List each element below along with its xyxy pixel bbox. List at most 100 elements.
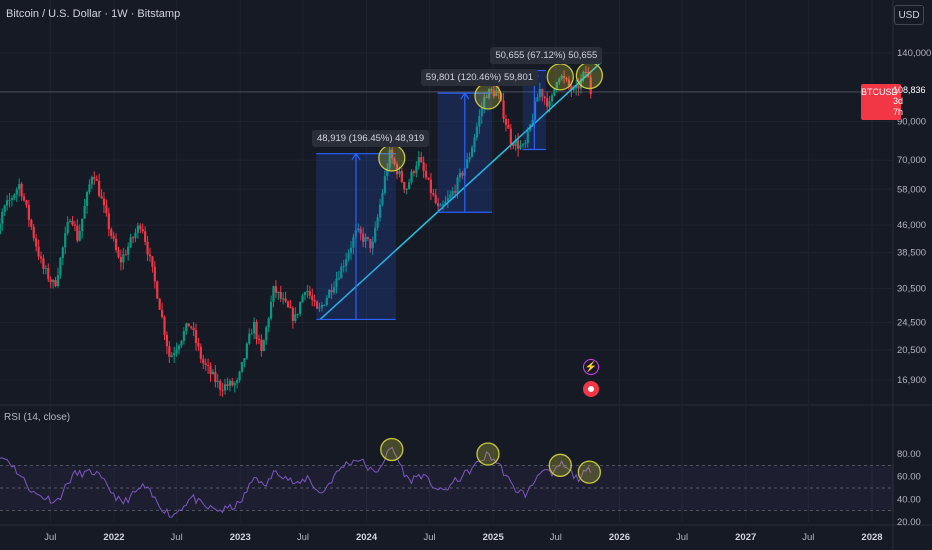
candle-body [134, 232, 137, 239]
candle-body [49, 279, 52, 283]
time-tick-label: 2028 [861, 532, 882, 543]
candle-body [127, 246, 130, 255]
candle-body [301, 295, 304, 303]
candle-body [0, 223, 1, 235]
candle-body [473, 137, 476, 148]
candle-body [332, 287, 336, 293]
candle-body [37, 246, 40, 257]
candle-body [492, 90, 495, 97]
candle-body [371, 241, 374, 249]
candle-body [291, 308, 294, 322]
candle-body [374, 227, 377, 242]
candle-body [3, 205, 6, 212]
candle-body [470, 147, 474, 157]
candle-body [495, 90, 498, 97]
candle-body [567, 79, 571, 86]
candle-body [236, 380, 239, 384]
candle-body [589, 77, 592, 95]
flag-icon[interactable] [583, 381, 599, 397]
candle-body [468, 156, 471, 160]
candle-body [1, 211, 4, 224]
candle-body [381, 192, 384, 205]
candle-body [22, 196, 26, 201]
candle-body [25, 200, 28, 205]
candle-body [110, 229, 113, 236]
time-tick-label: Jul [423, 532, 435, 543]
candle-body [303, 292, 307, 296]
price-tick-label: 16,900 [897, 375, 926, 386]
candle-body [345, 259, 348, 266]
candle-body [458, 172, 462, 178]
candle-body [177, 345, 181, 350]
candle-body [173, 352, 176, 356]
candle-body [117, 249, 120, 258]
price-tag-symbol: BTCUSD [861, 87, 899, 97]
candle-body [323, 304, 326, 306]
candle-body [146, 241, 149, 255]
candle-body [521, 144, 525, 146]
candle-body [139, 225, 142, 229]
candle-body [318, 307, 321, 309]
candle-body [446, 197, 449, 202]
candle-body [315, 301, 319, 309]
time-tick-label: 2022 [103, 532, 124, 543]
candle-body [480, 108, 483, 116]
candle-body [478, 115, 481, 127]
candle-body [541, 89, 544, 97]
candle-body [369, 239, 372, 249]
currency-button[interactable]: USD [894, 5, 924, 25]
candle-body [85, 192, 89, 206]
candle-body [570, 85, 573, 91]
candle-body [192, 327, 195, 331]
candle-body [32, 226, 35, 239]
candle-body [579, 78, 583, 89]
rsi-tick-label: 40.00 [897, 494, 921, 505]
highlight-circle [575, 61, 604, 90]
candle-body [13, 194, 16, 199]
time-tick-label: Jul [44, 532, 56, 543]
candle-body [98, 180, 101, 197]
time-tick-label: 2027 [735, 532, 756, 543]
candle-body [582, 71, 585, 79]
measure-label-2: 59,801 (120.46%) 59,801 [420, 69, 539, 87]
candle-body [577, 85, 580, 89]
candle-body [441, 204, 445, 206]
candle-body [44, 268, 47, 270]
candle-body [238, 371, 241, 381]
rsi-title[interactable]: RSI (14, close) [4, 412, 71, 423]
candle-body [272, 286, 275, 302]
candle-body [526, 130, 529, 144]
candle-body [386, 167, 389, 177]
candle-body [289, 306, 292, 309]
candle-body [136, 225, 139, 233]
candle-body [27, 204, 30, 220]
candle-body [250, 333, 253, 335]
candle-body [124, 254, 127, 256]
candle-body [216, 381, 219, 383]
candle-body [558, 78, 561, 83]
candle-body [388, 149, 391, 168]
candle-body [439, 205, 442, 207]
candle-body [400, 171, 403, 183]
price-tag-countdown: 3d 7h [893, 96, 904, 117]
candle-body [153, 266, 156, 282]
candle-body [562, 75, 566, 79]
candle-body [194, 330, 198, 343]
candle-body [61, 247, 64, 259]
candle-body [112, 235, 115, 239]
candle-body [555, 82, 558, 89]
candle-body [156, 281, 159, 299]
candle-body [168, 346, 171, 357]
candle-body [233, 383, 236, 386]
candle-body [102, 198, 106, 206]
candle-body [294, 314, 297, 322]
candle-body [269, 301, 273, 319]
candle-body [378, 204, 382, 218]
candle-body [223, 384, 227, 391]
time-tick-label: 2025 [483, 532, 505, 543]
price-tag-value: 108,836 [893, 85, 926, 95]
candle-body [226, 384, 229, 386]
lightning-icon[interactable]: ⚡ [583, 359, 599, 375]
candle-body [151, 256, 154, 267]
